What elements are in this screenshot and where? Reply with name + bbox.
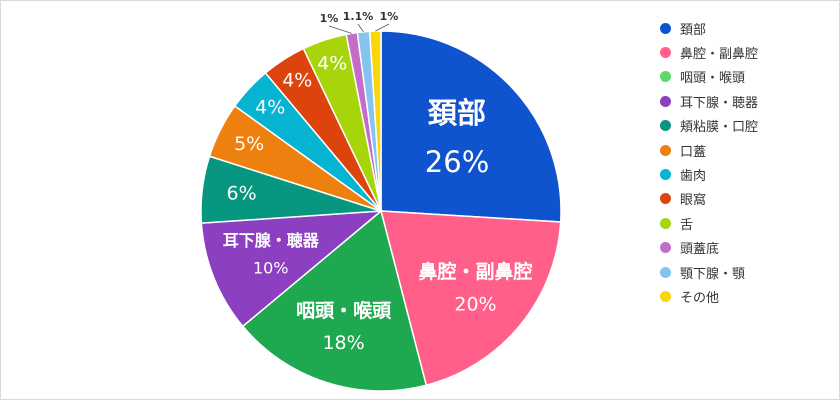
legend-item: 頚部	[660, 16, 758, 40]
slice-label-1: 頚部 26%	[425, 96, 489, 179]
slice-value-label: 26%	[425, 145, 489, 179]
legend-label: 頭蓋底	[680, 242, 720, 258]
slice-value-label: 4%	[317, 53, 347, 75]
slice-label-8: 4%	[282, 69, 312, 91]
legend-swatch	[660, 217, 671, 229]
legend-swatch	[660, 71, 671, 83]
pie-slice-2	[380, 210, 562, 387]
slice-value-label: 5%	[234, 133, 264, 155]
slice-label-5: 6%	[227, 183, 257, 205]
leader-line	[375, 23, 390, 32]
legend-label: 頬粘膜・口腔	[680, 120, 759, 136]
slice-label-7: 4%	[255, 97, 285, 119]
slice-label-3: 咽頭・喉頭 18%	[296, 299, 392, 354]
legend-item: 顎下腺・顎	[660, 260, 758, 284]
slice-value-label-outside: 1.1%	[343, 10, 374, 23]
legend-item: 頭蓋底	[660, 236, 758, 260]
legend-swatch	[660, 22, 671, 34]
chart-legend: 頚部鼻腔・副鼻腔 咽頭・喉頭耳下腺・聴器 頬粘膜・口腔 口蓋歯肉眼窩舌頭蓋底顎下腺・顎…	[660, 16, 758, 309]
pie-slice-1	[380, 30, 562, 223]
legend-swatch	[660, 193, 671, 205]
legend-swatch	[660, 95, 671, 107]
legend-item: 口蓋	[660, 138, 758, 162]
legend-swatch	[660, 47, 671, 59]
slice-value-label: 4%	[282, 69, 312, 91]
slice-category-label: 頚部	[427, 96, 486, 130]
slice-label-4: 耳下腺・聴器 10%	[223, 231, 320, 277]
slice-label-9: 4%	[317, 53, 347, 75]
legend-item: 歯肉	[660, 162, 758, 186]
legend-item: 鼻腔・副鼻腔	[660, 40, 758, 64]
legend-item: 頬粘膜・口腔	[660, 114, 758, 138]
slice-category-label: 耳下腺・聴器	[223, 231, 320, 250]
legend-label: 顎下腺・顎	[680, 266, 746, 282]
slice-label-6: 5%	[234, 133, 264, 155]
legend-swatch	[660, 144, 671, 156]
slice-value-label: 18%	[322, 332, 364, 354]
slice-value-label: 4%	[255, 97, 285, 119]
legend-swatch	[660, 266, 671, 278]
slice-category-label: 咽頭・喉頭	[296, 299, 392, 322]
legend-item: その他	[660, 284, 758, 308]
legend-label: その他	[680, 290, 720, 306]
legend-label: 頚部	[680, 22, 707, 38]
slice-value-label-outside: 1%	[320, 12, 339, 25]
legend-item: 舌	[660, 211, 758, 235]
pie-slice-12	[368, 30, 382, 212]
leader-line	[328, 25, 352, 34]
pie-slice-3	[241, 209, 428, 392]
legend-label: 咽頭・喉頭	[680, 71, 746, 87]
legend-label: 歯肉	[680, 169, 707, 185]
legend-label: 耳下腺・聴器	[680, 95, 759, 111]
slice-value-label-outside: 1%	[380, 10, 399, 23]
slice-label-2: 鼻腔・副鼻腔 20%	[418, 260, 532, 315]
legend-swatch	[660, 169, 671, 181]
legend-label: 舌	[680, 217, 694, 233]
slice-value-label: 20%	[454, 293, 496, 315]
legend-label: 眼窩	[680, 193, 707, 209]
legend-item: 耳下腺・聴器	[660, 89, 758, 113]
leader-line	[357, 23, 364, 33]
legend-swatch	[660, 242, 671, 254]
legend-label: 口蓋	[680, 144, 707, 160]
legend-label: 鼻腔・副鼻腔	[680, 47, 759, 63]
legend-item: 眼窩	[660, 187, 758, 211]
slice-category-label: 鼻腔・副鼻腔	[418, 260, 532, 283]
slice-value-label: 6%	[227, 183, 257, 205]
legend-swatch	[660, 290, 671, 302]
slice-value-label: 10%	[253, 258, 289, 277]
pie-slice-4	[200, 210, 384, 328]
legend-swatch	[660, 120, 671, 132]
legend-item: 咽頭・喉頭	[660, 65, 758, 89]
